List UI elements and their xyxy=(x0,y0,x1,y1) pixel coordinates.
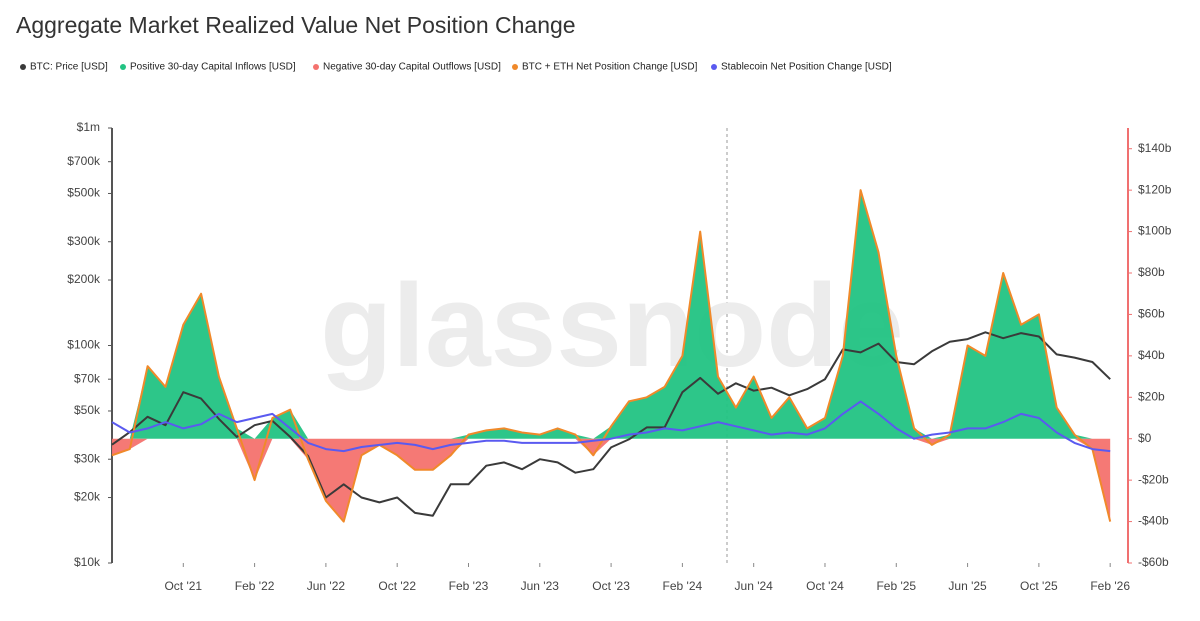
x-tick-label: Jun '22 xyxy=(307,579,346,593)
legend-label: Negative 30-day Capital Outflows [USD] xyxy=(323,62,501,73)
x-tick-label: Oct '21 xyxy=(164,579,202,593)
x-tick-label: Jun '23 xyxy=(521,579,560,593)
y-tick-label: $30k xyxy=(74,451,101,465)
y2-tick-label: $80b xyxy=(1138,265,1165,279)
x-tick-label: Oct '23 xyxy=(592,579,630,593)
y-tick-label: $700k xyxy=(67,154,101,168)
x-tick-label: Feb '25 xyxy=(876,579,916,593)
x-tick-label: Jun '24 xyxy=(735,579,774,593)
y2-tick-label: $0 xyxy=(1138,431,1152,445)
legend-marker xyxy=(120,64,126,70)
legend-marker xyxy=(711,64,717,70)
y-tick-label: $10k xyxy=(74,555,101,569)
y2-tick-label: $20b xyxy=(1138,389,1165,403)
x-tick-label: Oct '25 xyxy=(1020,579,1058,593)
y2-tick-label: -$20b xyxy=(1138,472,1169,486)
x-tick-label: Feb '26 xyxy=(1090,579,1130,593)
x-tick-label: Feb '23 xyxy=(449,579,489,593)
y2-tick-label: $120b xyxy=(1138,182,1172,196)
y-tick-label: $500k xyxy=(67,186,101,200)
y2-tick-label: $100b xyxy=(1138,224,1172,238)
y-tick-label: $50k xyxy=(74,403,101,417)
legend-marker xyxy=(20,64,26,70)
area xyxy=(112,438,1111,522)
line xyxy=(111,331,1111,517)
line xyxy=(111,189,1112,523)
y2-tick-label: $140b xyxy=(1138,141,1172,155)
y-tick-label: $20k xyxy=(74,490,101,504)
legend-label: Stablecoin Net Position Change [USD] xyxy=(721,62,892,73)
y2-tick-label: $60b xyxy=(1138,307,1165,321)
y-tick-label: $300k xyxy=(67,234,101,248)
x-tick-label: Oct '22 xyxy=(378,579,416,593)
legend-label: BTC: Price [USD] xyxy=(30,62,108,73)
y-tick-label: $200k xyxy=(67,272,101,286)
x-tick-label: Oct '24 xyxy=(806,579,844,593)
area xyxy=(112,190,1111,439)
chart-title: Aggregate Market Realized Value Net Posi… xyxy=(16,12,576,38)
legend-label: Positive 30-day Capital Inflows [USD] xyxy=(130,62,296,73)
y2-tick-label: -$60b xyxy=(1138,555,1169,569)
line xyxy=(111,400,1111,453)
x-tick-label: Feb '22 xyxy=(235,579,275,593)
y-tick-label: $70k xyxy=(74,371,101,385)
y-tick-label: $100k xyxy=(67,338,101,352)
y-tick-label: $1m xyxy=(77,120,100,134)
x-tick-label: Feb '24 xyxy=(663,579,703,593)
legend-marker xyxy=(313,64,319,70)
y2-tick-label: $40b xyxy=(1138,348,1165,362)
watermark: glassnode xyxy=(320,260,904,392)
legend-label: BTC + ETH Net Position Change [USD] xyxy=(522,62,698,73)
y2-tick-label: -$40b xyxy=(1138,514,1169,528)
x-tick-label: Jun '25 xyxy=(948,579,987,593)
legend-marker xyxy=(512,64,518,70)
